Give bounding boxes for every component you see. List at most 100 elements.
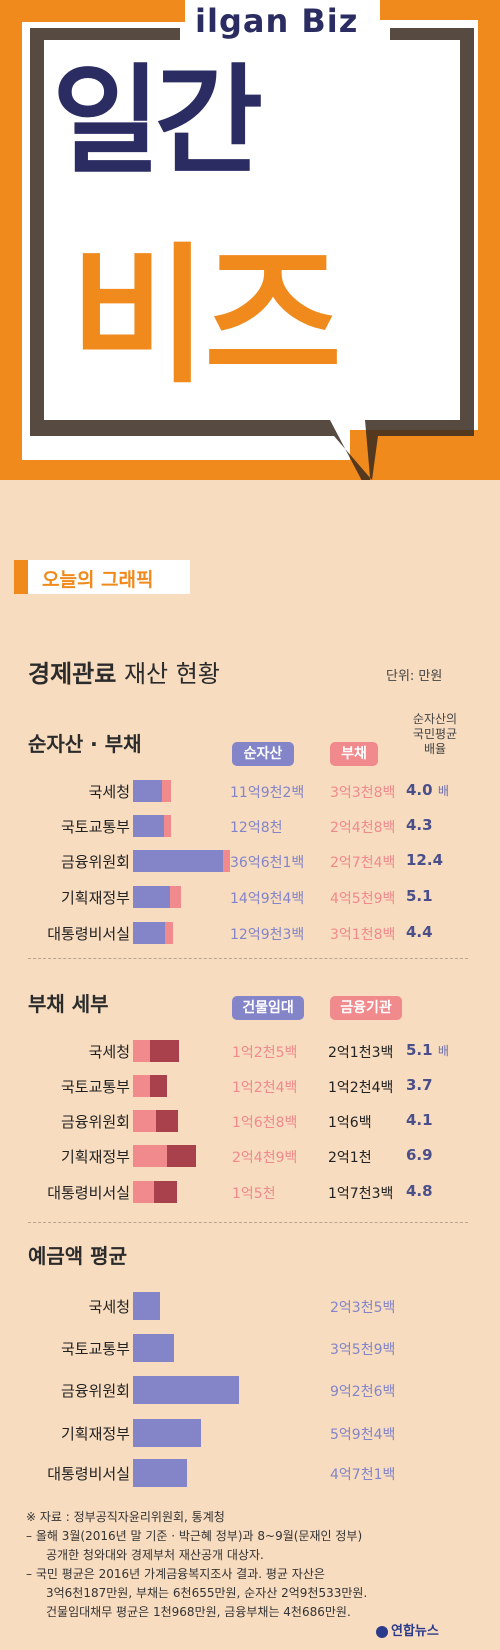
value-net-assets: 14억9천4백 bbox=[230, 891, 305, 907]
row-label: 국세청 bbox=[88, 1298, 130, 1316]
bar-building-rent bbox=[133, 1145, 168, 1167]
ratio-number: 5.1 bbox=[406, 887, 433, 905]
legend-building-rent: 건물임대 bbox=[232, 996, 304, 1020]
ratio-value: 4.1 bbox=[406, 1111, 433, 1129]
ratio-value: 5.1 배 bbox=[406, 1041, 449, 1059]
ratio-header-line: 국민평균 bbox=[412, 727, 458, 741]
section-title-deposit: 예금액 평균 bbox=[28, 1244, 127, 1268]
value-building-rent: 1억5천 bbox=[232, 1186, 276, 1202]
row-label: 국세청 bbox=[88, 1043, 130, 1061]
brand-name: ilgan Biz bbox=[195, 2, 359, 40]
value-debt: 3억3천8백 bbox=[330, 785, 396, 801]
value-net-assets: 12억9천3백 bbox=[230, 927, 305, 943]
value-building-rent: 1억2천4백 bbox=[232, 1080, 298, 1096]
ratio-number: 6.9 bbox=[406, 1146, 433, 1164]
ratio-value: 4.0 배 bbox=[406, 781, 449, 799]
bar-deposit bbox=[133, 1459, 187, 1487]
bar-net-assets bbox=[133, 815, 165, 837]
section-title-debt-detail: 부채 세부 bbox=[28, 992, 109, 1016]
legend-net-assets: 순자산 bbox=[232, 742, 294, 766]
bar-financial bbox=[153, 1181, 178, 1203]
value-building-rent: 2억4천9백 bbox=[232, 1150, 298, 1166]
row-label: 국토교통부 bbox=[60, 818, 130, 836]
unit-label: 단위: 만원 bbox=[386, 669, 443, 684]
value-building-rent: 1억6천8백 bbox=[232, 1115, 298, 1131]
today-graphic-label: 오늘의 그래픽 bbox=[42, 569, 154, 591]
legend-financial: 금융기관 bbox=[330, 996, 402, 1020]
ratio-number: 4.8 bbox=[406, 1182, 433, 1200]
logo-frame bbox=[0, 0, 500, 480]
row-label: 국토교통부 bbox=[60, 1340, 130, 1358]
row-label: 대통령비서실 bbox=[47, 1184, 130, 1202]
value-deposit: 3억5천9백 bbox=[330, 1342, 396, 1358]
bar-net-assets bbox=[133, 922, 165, 944]
bar-deposit bbox=[133, 1292, 160, 1320]
value-financial: 1억6백 bbox=[328, 1115, 372, 1131]
title-rest: 재산 현황 bbox=[123, 660, 220, 688]
value-debt: 4억5천9백 bbox=[330, 891, 396, 907]
divider-1 bbox=[28, 958, 468, 959]
ratio-value: 4.4 bbox=[406, 923, 433, 941]
value-deposit: 4억7천1백 bbox=[330, 1467, 396, 1483]
bar-debt bbox=[169, 886, 181, 908]
header: ilgan Biz 일간 비즈 bbox=[0, 0, 500, 480]
row-label: 금융위원회 bbox=[60, 853, 130, 871]
ratio-value: 4.8 bbox=[406, 1182, 433, 1200]
section-title-net-assets: 순자산 · 부채 bbox=[28, 732, 142, 756]
value-building-rent: 1억2천5백 bbox=[232, 1045, 298, 1061]
ratio-value: 4.3 bbox=[406, 816, 433, 834]
ratio-number: 4.0 bbox=[406, 781, 433, 799]
legend-debt: 부채 bbox=[330, 742, 378, 766]
content-area bbox=[0, 480, 500, 1650]
bar-net-assets bbox=[133, 780, 163, 802]
row-label: 기획재정부 bbox=[60, 1148, 130, 1166]
bar-building-rent bbox=[133, 1040, 151, 1062]
value-deposit: 5억9천4백 bbox=[330, 1427, 396, 1443]
bar-financial bbox=[150, 1075, 168, 1097]
ratio-number: 12.4 bbox=[406, 851, 444, 869]
row-label: 금융위원회 bbox=[60, 1382, 130, 1400]
ratio-value: 5.1 bbox=[406, 887, 433, 905]
note-line: 공개한 청와대와 경제부처 재산공개 대상자. bbox=[46, 1548, 264, 1562]
row-label: 기획재정부 bbox=[60, 1425, 130, 1443]
page-title: 경제관료 재산 현황 bbox=[28, 654, 220, 689]
source-name: 연합뉴스 bbox=[391, 1624, 439, 1639]
value-deposit: 2억3천5백 bbox=[330, 1300, 396, 1316]
row-label: 국토교통부 bbox=[60, 1078, 130, 1096]
value-net-assets: 12억8천 bbox=[230, 820, 283, 836]
ratio-header-line: 배율 bbox=[423, 742, 447, 756]
bar-debt bbox=[162, 780, 171, 802]
bar-debt bbox=[223, 850, 230, 872]
row-label: 국세청 bbox=[88, 783, 130, 801]
title-bold: 경제관료 bbox=[28, 660, 117, 688]
notes: ※ 자료 : 정부공직자윤리위원회, 통계청 – 올해 3월(2016년 말 기… bbox=[26, 1508, 486, 1622]
today-graphic-tag: 오늘의 그래픽 bbox=[14, 560, 190, 594]
bar-deposit bbox=[133, 1376, 239, 1404]
bar-debt bbox=[164, 815, 171, 837]
value-financial: 2억1천 bbox=[328, 1150, 372, 1166]
ratio-number: 4.1 bbox=[406, 1111, 433, 1129]
bar-deposit bbox=[133, 1334, 175, 1362]
note-line: – 국민 평균은 2016년 가계금융복지조사 결과. 평균 자산은 bbox=[26, 1567, 325, 1581]
bar-net-assets bbox=[133, 886, 170, 908]
ratio-unit: 배 bbox=[437, 784, 449, 798]
bar-financial bbox=[167, 1145, 197, 1167]
bar-building-rent bbox=[133, 1181, 154, 1203]
bar-debt bbox=[164, 922, 173, 944]
source-icon bbox=[376, 1625, 388, 1638]
bar-financial bbox=[150, 1040, 180, 1062]
source-logo: 연합뉴스 bbox=[376, 1620, 439, 1639]
ratio-number: 4.3 bbox=[406, 816, 433, 834]
row-label: 대통령비서실 bbox=[47, 1465, 130, 1483]
value-financial: 2억1천3백 bbox=[328, 1045, 394, 1061]
note-line: – 올해 3월(2016년 말 기준 · 박근혜 정부)과 8~9월(문재인 정… bbox=[26, 1529, 363, 1543]
note-line: 건물임대채무 평균은 1천968만원, 금융부채는 4천686만원. bbox=[46, 1605, 351, 1619]
ratio-number: 4.4 bbox=[406, 923, 433, 941]
value-financial: 1억7천3백 bbox=[328, 1186, 394, 1202]
row-label: 대통령비서실 bbox=[47, 925, 130, 943]
value-debt: 3억1천8백 bbox=[330, 927, 396, 943]
logo-line2: 비즈 bbox=[70, 230, 342, 404]
divider-2 bbox=[28, 1222, 468, 1223]
logo-line1: 일간 bbox=[52, 52, 263, 190]
